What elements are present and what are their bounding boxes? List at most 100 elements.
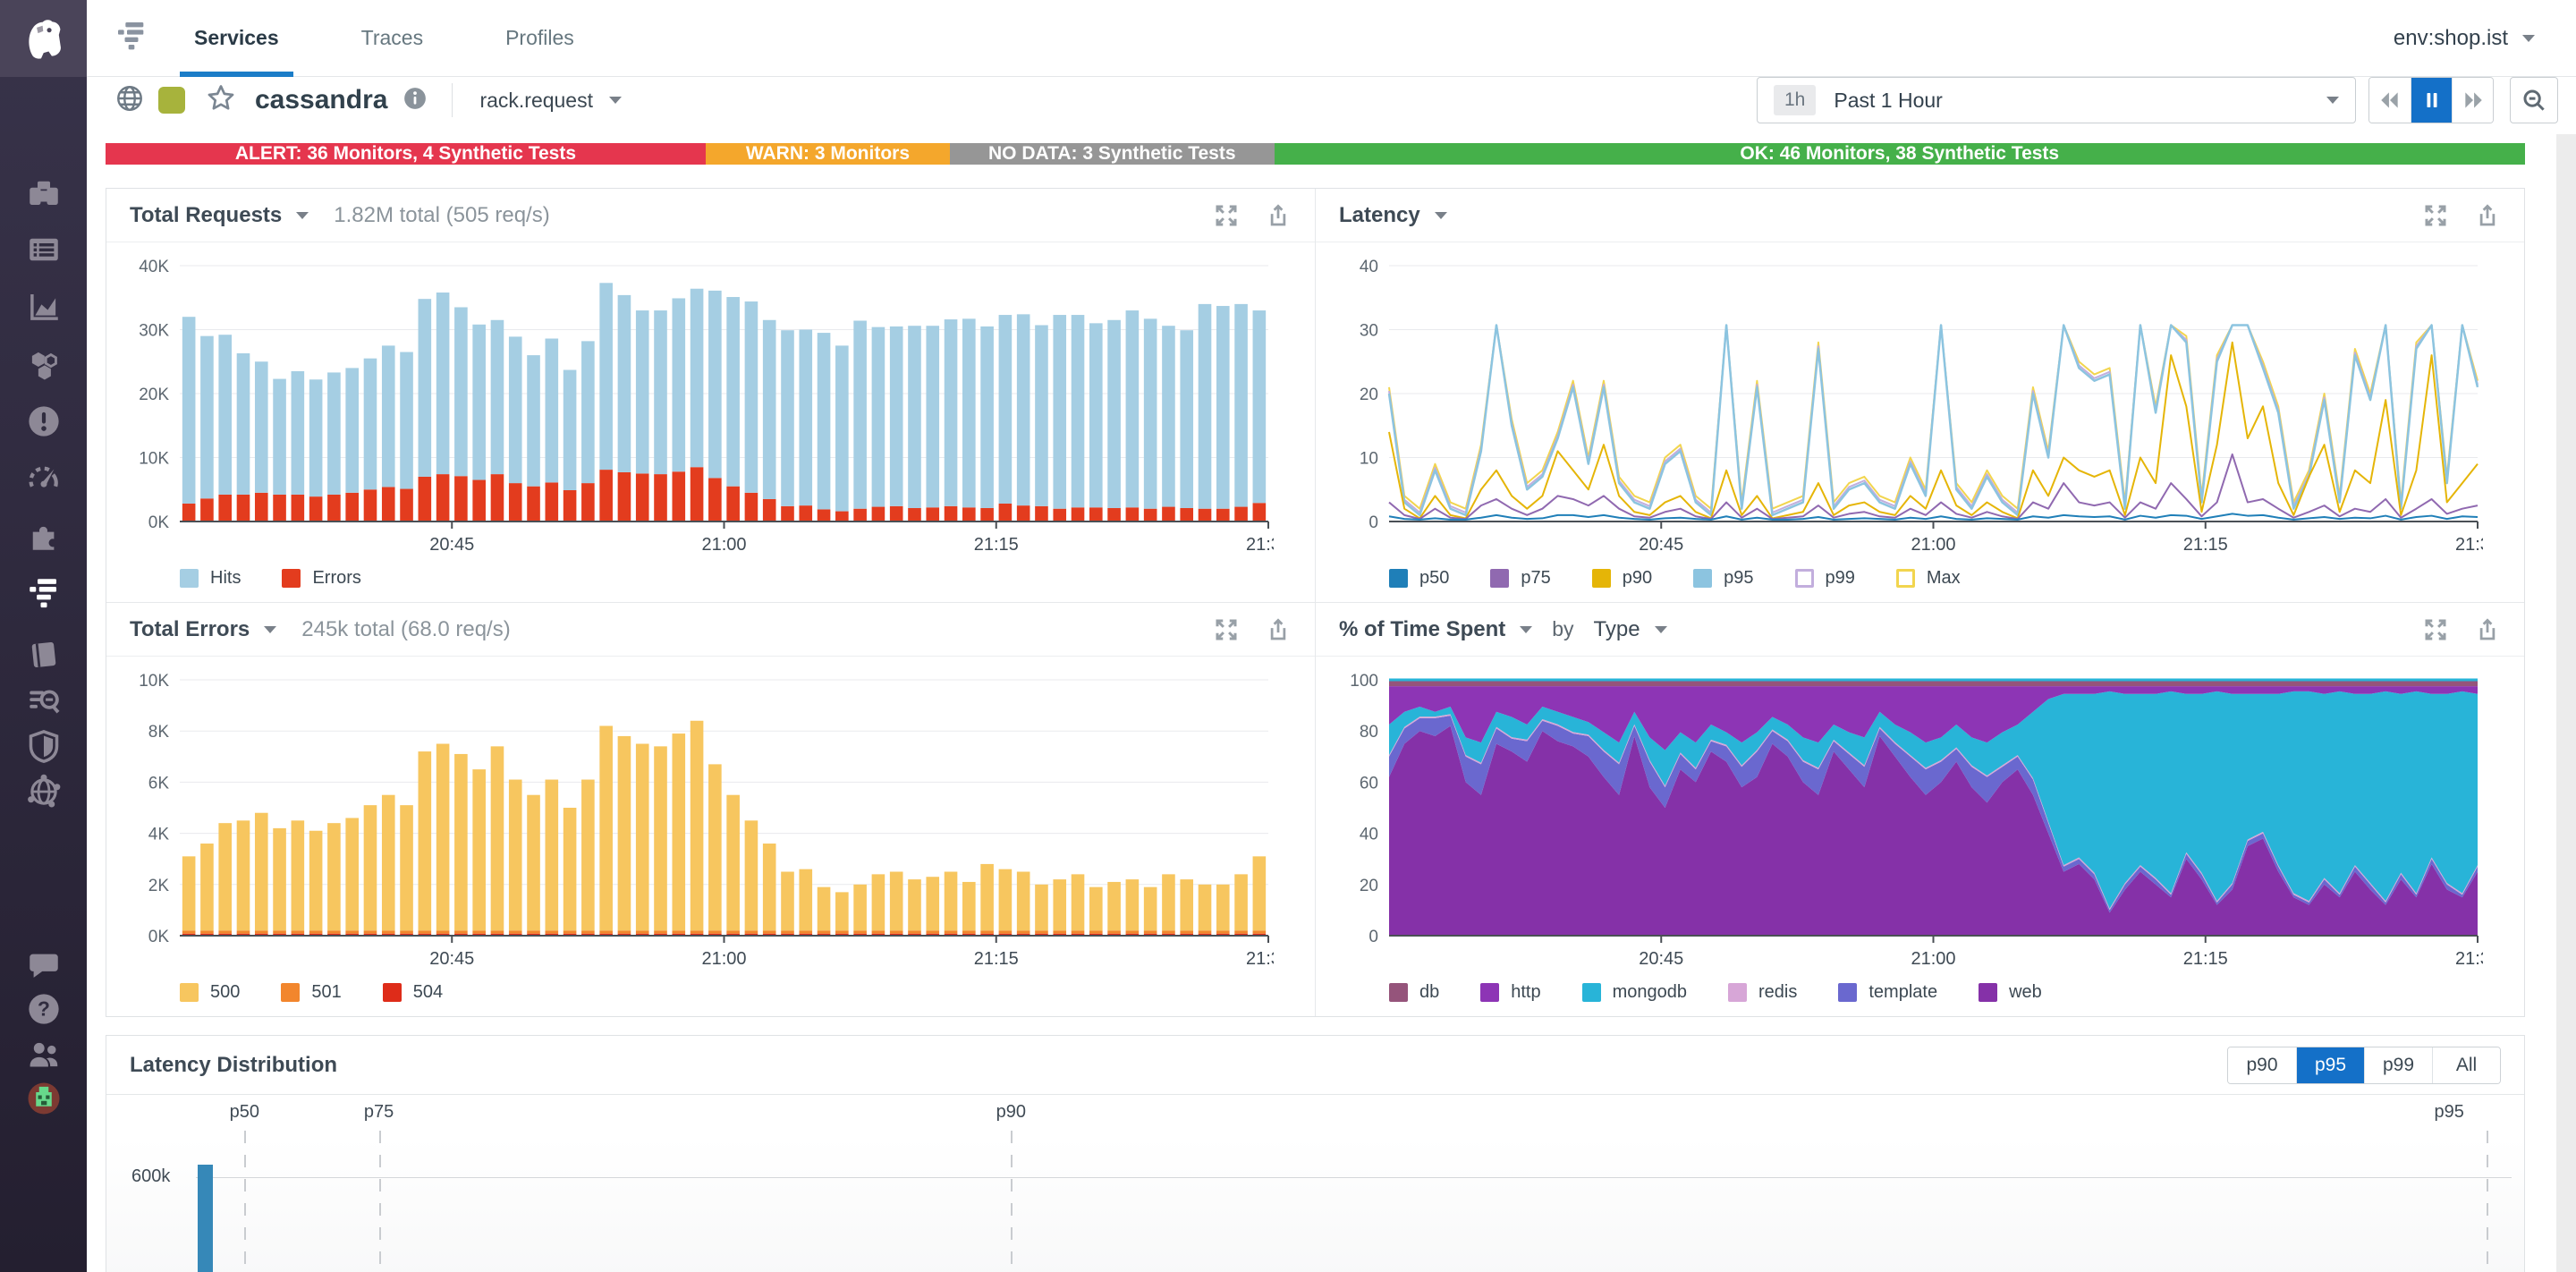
svg-text:21:30: 21:30 xyxy=(1246,535,1274,554)
legend-item-500[interactable]: 500 xyxy=(180,982,240,1003)
app-sidebar: ? xyxy=(0,0,87,1272)
notebooks-icon[interactable] xyxy=(24,635,64,674)
tab-profiles[interactable]: Profiles xyxy=(496,0,583,77)
datadog-logo[interactable] xyxy=(0,0,87,77)
time-spent-title-dropdown[interactable]: % of Time Spent xyxy=(1339,617,1532,642)
legend-item-db[interactable]: db xyxy=(1389,982,1439,1003)
expand-icon[interactable] xyxy=(2422,616,2449,643)
legend-item-p99[interactable]: p99 xyxy=(1795,568,1855,589)
monitors-icon[interactable] xyxy=(24,402,64,441)
legend-item-p75[interactable]: p75 xyxy=(1490,568,1550,589)
p95-button[interactable]: p95 xyxy=(2296,1047,2364,1083)
expand-icon[interactable] xyxy=(2422,202,2449,229)
status-segment-nodata[interactable]: NO DATA: 3 Synthetic Tests xyxy=(950,143,1274,165)
time-range-selector[interactable]: 1h Past 1 Hour xyxy=(1757,77,2356,123)
tab-traces[interactable]: Traces xyxy=(352,0,432,77)
zoom-out-search-icon[interactable] xyxy=(2510,77,2558,123)
total-requests-title-dropdown[interactable]: Total Requests xyxy=(130,203,309,228)
resource-selector[interactable]: rack.request xyxy=(479,89,622,113)
security-icon[interactable] xyxy=(24,726,64,766)
time-spent-chart[interactable]: 02040608010020:4521:0021:1521:30 xyxy=(1332,671,2483,968)
sidebar-nav-secondary xyxy=(24,635,64,818)
legend-item-p95[interactable]: p95 xyxy=(1693,568,1753,589)
total-requests-chart[interactable]: 0K10K20K30K40K20:4521:0021:1521:30 xyxy=(123,257,1274,554)
pause-button[interactable] xyxy=(2411,78,2452,123)
percentile-line xyxy=(2487,1131,2488,1272)
export-icon[interactable] xyxy=(2474,202,2501,229)
legend-item-mongodb[interactable]: mongodb xyxy=(1582,982,1687,1003)
scrollbar-track[interactable] xyxy=(2556,134,2576,1272)
logs-icon[interactable] xyxy=(24,681,64,720)
synthetics-icon[interactable] xyxy=(24,459,64,498)
legend-item-504[interactable]: 504 xyxy=(383,982,443,1003)
p90-button[interactable]: p90 xyxy=(2228,1047,2296,1083)
users-icon[interactable] xyxy=(24,1034,64,1073)
apm-flame-icon xyxy=(114,18,149,58)
expand-icon[interactable] xyxy=(1213,202,1240,229)
expand-icon[interactable] xyxy=(1213,616,1240,643)
legend-item-501[interactable]: 501 xyxy=(281,982,341,1003)
legend-item-p50[interactable]: p50 xyxy=(1389,568,1449,589)
all-button[interactable]: All xyxy=(2432,1047,2500,1083)
legend-item-p90[interactable]: p90 xyxy=(1592,568,1652,589)
legend-label: p99 xyxy=(1826,568,1855,589)
latency-distribution-chart[interactable]: p50p75p90p95600k xyxy=(106,1095,2524,1272)
latency-chart[interactable]: 01020304020:4521:0021:1521:30 xyxy=(1332,257,2483,554)
total-errors-legend: 500 501 504 xyxy=(106,968,1315,1016)
status-segment-ok[interactable]: OK: 46 Monitors, 38 Synthetic Tests xyxy=(1275,143,2525,165)
help-icon[interactable]: ? xyxy=(24,989,64,1029)
status-segment-alert[interactable]: ALERT: 36 Monitors, 4 Synthetic Tests xyxy=(106,143,706,165)
legend-label: p50 xyxy=(1419,568,1449,589)
watchdog-icon[interactable] xyxy=(24,173,64,212)
legend-item-Hits[interactable]: Hits xyxy=(180,568,241,589)
panel-header: Latency xyxy=(1316,189,2524,242)
legend-item-web[interactable]: web xyxy=(1979,982,2042,1003)
metrics-icon[interactable] xyxy=(24,287,64,326)
network-icon[interactable] xyxy=(24,772,64,811)
events-icon[interactable] xyxy=(24,230,64,269)
percentile-toggle-group: p90 p95 p99 All xyxy=(2227,1047,2501,1084)
export-icon[interactable] xyxy=(1265,202,1292,229)
legend-swatch xyxy=(1693,569,1712,588)
apm-icon[interactable] xyxy=(24,573,64,613)
page-title: cassandra xyxy=(255,85,387,115)
total-errors-title-dropdown[interactable]: Total Errors xyxy=(130,617,276,642)
legend-swatch xyxy=(1795,569,1814,588)
service-color-badge xyxy=(158,87,185,114)
legend-item-template[interactable]: template xyxy=(1838,982,1937,1003)
legend-item-http[interactable]: http xyxy=(1480,982,1540,1003)
legend-item-Max[interactable]: Max xyxy=(1896,568,1961,589)
info-icon[interactable] xyxy=(402,85,428,116)
svg-text:?: ? xyxy=(38,997,50,1021)
legend-label: 501 xyxy=(311,982,341,1003)
rewind-button[interactable] xyxy=(2369,78,2411,123)
p99-button[interactable]: p99 xyxy=(2364,1047,2432,1083)
user-avatar[interactable] xyxy=(24,1079,64,1118)
total-errors-chart[interactable]: 0K2K4K6K8K10K20:4521:0021:1521:30 xyxy=(123,671,1274,968)
fast-forward-button[interactable] xyxy=(2452,78,2493,123)
chat-icon[interactable] xyxy=(24,945,64,984)
svg-text:80: 80 xyxy=(1360,723,1378,742)
legend-label: p95 xyxy=(1724,568,1753,589)
infrastructure-icon[interactable] xyxy=(24,344,64,384)
chevron-down-icon xyxy=(2326,97,2339,104)
export-icon[interactable] xyxy=(2474,616,2501,643)
percentile-line xyxy=(244,1131,246,1272)
charts-grid: Total Requests 1.82M total (505 req/s) 0… xyxy=(106,188,2525,1017)
histogram-bar[interactable] xyxy=(198,1165,213,1272)
group-by-dropdown[interactable]: Type xyxy=(1594,617,1667,642)
integrations-icon[interactable] xyxy=(24,516,64,555)
legend-swatch xyxy=(1979,983,1997,1002)
export-icon[interactable] xyxy=(1265,616,1292,643)
time-playback-controls xyxy=(2368,77,2494,123)
divider xyxy=(452,83,453,117)
svg-text:0K: 0K xyxy=(148,513,170,532)
legend-swatch xyxy=(1490,569,1509,588)
legend-item-redis[interactable]: redis xyxy=(1728,982,1797,1003)
favorite-star-icon[interactable] xyxy=(205,82,237,119)
tab-services[interactable]: Services xyxy=(185,0,288,77)
env-selector[interactable]: env:shop.ist xyxy=(2394,26,2535,51)
legend-item-Errors[interactable]: Errors xyxy=(282,568,360,589)
latency-title-dropdown[interactable]: Latency xyxy=(1339,203,1447,228)
status-segment-warn[interactable]: WARN: 3 Monitors xyxy=(706,143,950,165)
